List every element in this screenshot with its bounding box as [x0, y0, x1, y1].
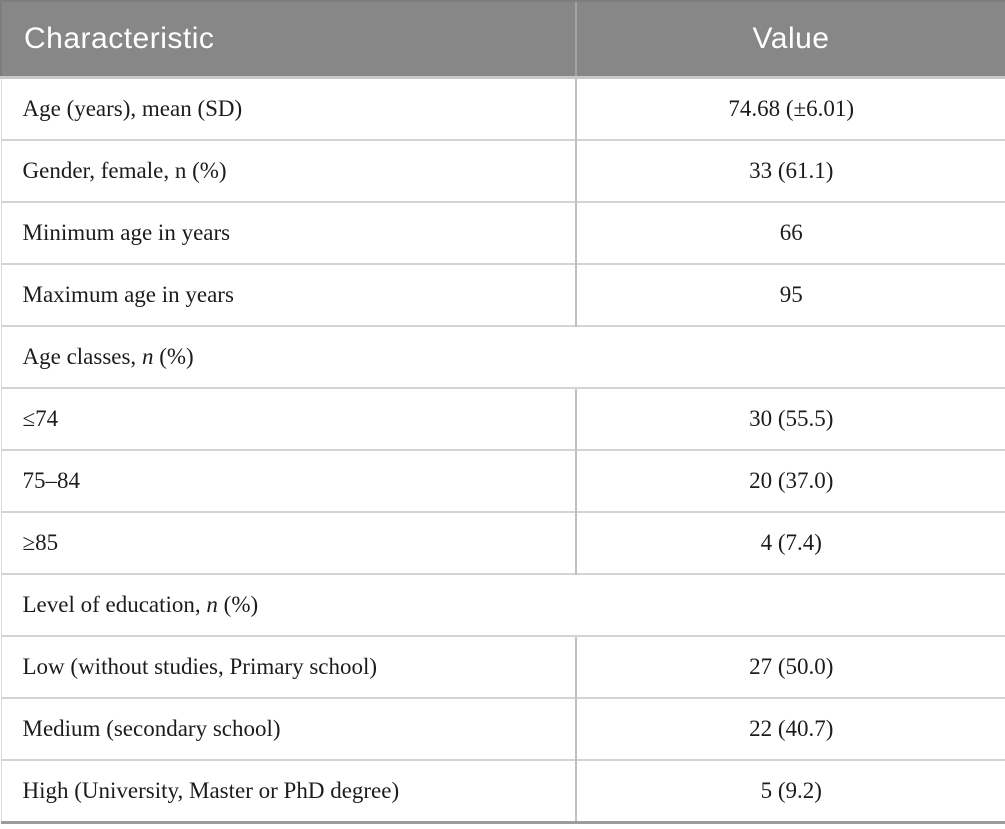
row-value: 22 (40.7)	[575, 697, 1005, 760]
row-label: 75–84	[0, 449, 576, 512]
row-value: 30 (55.5)	[575, 387, 1005, 450]
header-characteristic: Characteristic	[0, 0, 576, 79]
row-label: Medium (secondary school)	[0, 697, 576, 760]
row-value: 5 (9.2)	[575, 759, 1005, 823]
row-value: 20 (37.0)	[575, 449, 1005, 512]
row-label: Low (without studies, Primary school)	[0, 635, 576, 698]
row-value: 95	[575, 263, 1005, 326]
table-row: Maximum age in years 95	[0, 263, 1005, 326]
section-row-education: Level of education, n (%)	[0, 573, 1005, 636]
table-row: High (University, Master or PhD degree) …	[0, 759, 1005, 823]
row-label: High (University, Master or PhD degree)	[0, 759, 576, 823]
table-row: Low (without studies, Primary school) 27…	[0, 635, 1005, 698]
row-label: ≤74	[0, 387, 576, 450]
row-label: Age (years), mean (SD)	[0, 77, 576, 140]
section-label-prefix: Level of education,	[22, 592, 207, 617]
section-label-prefix: Age classes,	[22, 344, 142, 369]
section-label-n: n	[206, 592, 218, 617]
table-row: ≥85 4 (7.4)	[0, 511, 1005, 574]
section-label-suffix: (%)	[153, 344, 194, 369]
section-label: Age classes, n (%)	[0, 325, 1005, 388]
row-value: 74.68 (±6.01)	[575, 77, 1005, 140]
section-label-n: n	[141, 344, 154, 369]
table-row: 75–84 20 (37.0)	[0, 449, 1005, 512]
row-label: Gender, female, n (%)	[0, 139, 576, 202]
row-value: 4 (7.4)	[575, 511, 1005, 574]
row-label: ≥85	[0, 511, 576, 574]
header-value: Value	[575, 0, 1005, 79]
row-label: Maximum age in years	[0, 263, 576, 326]
row-label: Minimum age in years	[0, 201, 576, 264]
table-row: ≤74 30 (55.5)	[0, 387, 1005, 450]
section-label: Level of education, n (%)	[0, 573, 1005, 636]
table-header-row: Characteristic Value	[0, 0, 1005, 79]
table-row: Medium (secondary school) 22 (40.7)	[0, 697, 1005, 760]
row-value: 27 (50.0)	[575, 635, 1005, 698]
row-value: 33 (61.1)	[575, 139, 1005, 202]
row-value: 66	[575, 201, 1005, 264]
section-label-suffix: (%)	[217, 592, 259, 617]
table-row: Gender, female, n (%) 33 (61.1)	[0, 139, 1005, 202]
table-row: Age (years), mean (SD) 74.68 (±6.01)	[0, 77, 1005, 140]
table-row: Minimum age in years 66	[0, 201, 1005, 264]
section-row-age-classes: Age classes, n (%)	[0, 325, 1005, 388]
